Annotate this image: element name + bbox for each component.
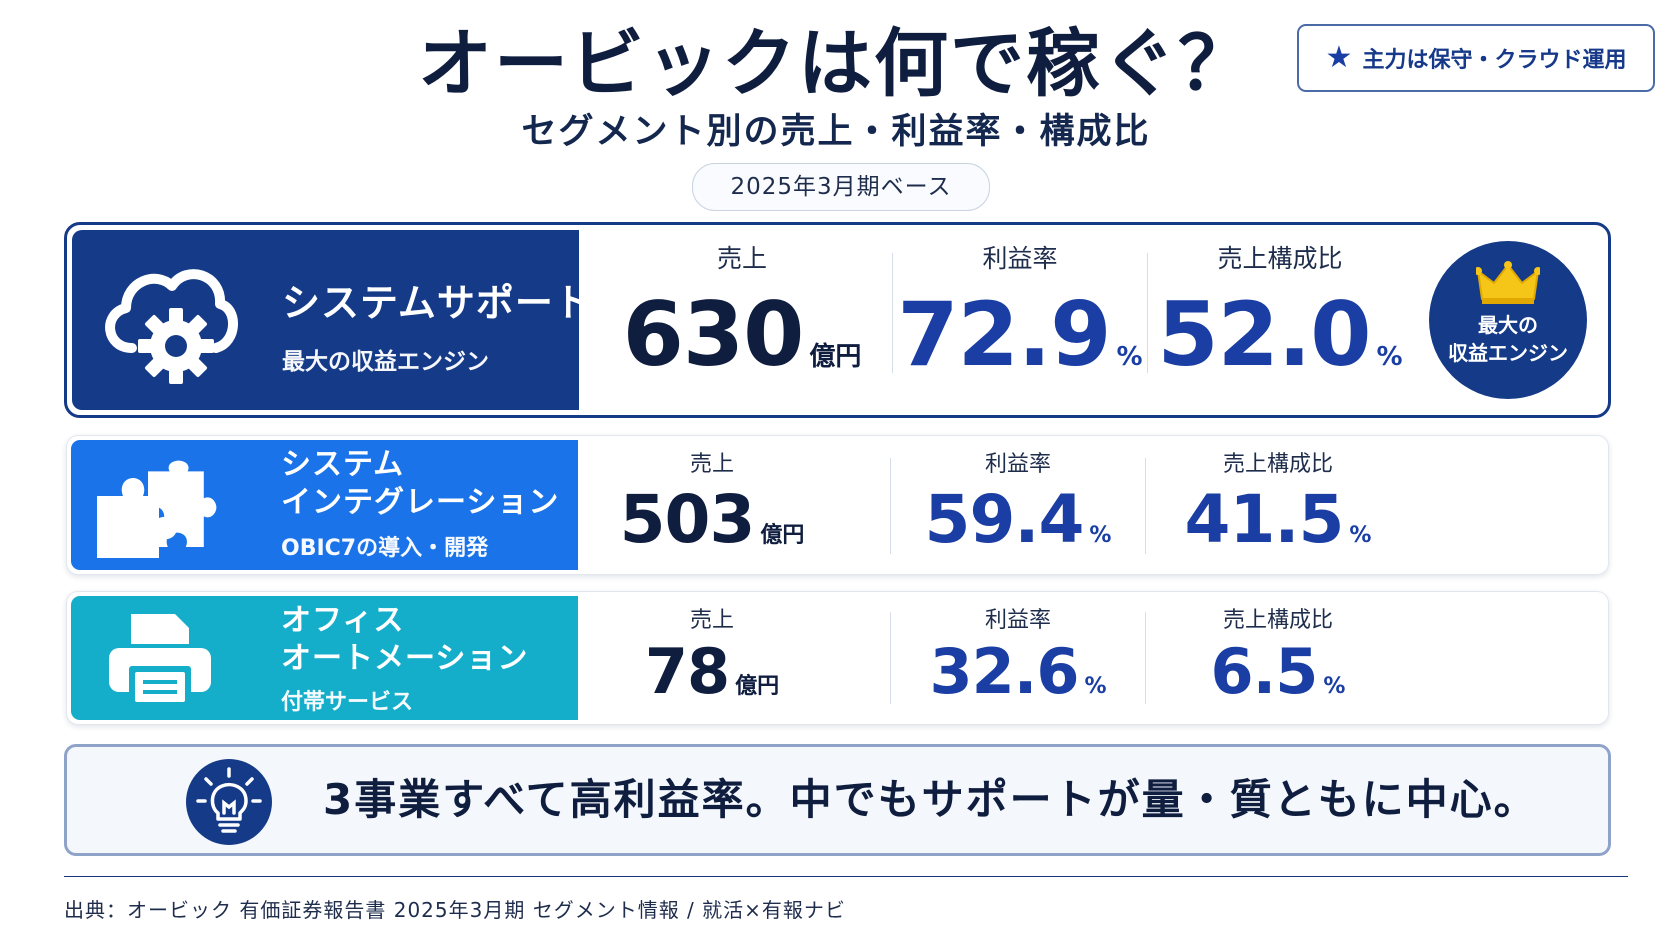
main-business-badge: ★ 主力は保守・クラウド運用 [1297, 24, 1655, 92]
summary-message: 3事業すべて高利益率。中でもサポートが量・質ともに中心。 [323, 775, 1538, 824]
share-value: 41.5% [1184, 481, 1372, 558]
divider [1147, 253, 1148, 373]
share-label: 売上構成比 [1222, 452, 1333, 477]
segment-name: オフィス オートメーション [281, 603, 529, 676]
page-title: オービックは何で稼ぐ？ [418, 21, 1254, 107]
sales-value: 503 億円 [619, 481, 805, 558]
share-value: 6.5% [1210, 635, 1346, 708]
summary-box: 3事業すべて高利益率。中でもサポートが量・質ともに中心。 [64, 744, 1611, 856]
segment-description: 最大の収益エンジン [282, 349, 489, 375]
crown-icon [1476, 261, 1540, 304]
divider [1145, 458, 1146, 554]
segment-header: システム インテグレーション OBIC7の導入・開発 [71, 440, 578, 570]
divider [892, 253, 893, 373]
segment-card-office-automation: オフィス オートメーション 付帯サービス 売上 78 億円 利益率 32.6% 売… [66, 591, 1609, 725]
margin-metric: 利益率 59.4% [891, 436, 1145, 574]
sales-label: 売上 [689, 452, 734, 477]
segment-card-system-support: システムサポート 最大の収益エンジン 売上 630 億円 利益率 72.9% 売上… [64, 222, 1611, 418]
segment-header: システムサポート 最大の収益エンジン [72, 230, 592, 410]
segment-description: 付帯サービス [281, 690, 414, 715]
margin-metric: 利益率 72.9% [893, 225, 1147, 415]
margin-value: 59.4% [924, 481, 1112, 558]
segment-name: システムサポート [282, 281, 593, 325]
sales-metric: 売上 630 億円 [597, 225, 887, 415]
divider [1145, 612, 1146, 704]
badge-line1: 最大の [1478, 313, 1538, 337]
source-note: 出典：オービック 有価証券報告書 2025年3月期 セグメント情報 / 就活×有… [64, 898, 846, 922]
margin-value: 32.6% [929, 635, 1107, 708]
segment-name: システム インテグレーション [281, 447, 560, 520]
margin-value: 72.9% [897, 283, 1143, 386]
divider [890, 458, 891, 554]
sales-metric: 売上 78 億円 [567, 592, 857, 724]
segment-header: オフィス オートメーション 付帯サービス [71, 596, 578, 720]
share-metric: 売上構成比 52.0% [1148, 225, 1412, 415]
sales-label: 売上 [716, 244, 767, 273]
sales-value: 630 億円 [622, 283, 862, 386]
cloud-gear-icon [105, 269, 238, 384]
sales-value: 78 億円 [644, 635, 780, 708]
main-business-label: 主力は保守・クラウド運用 [1362, 48, 1627, 73]
printer-icon [109, 614, 211, 706]
share-metric: 売上構成比 41.5% [1146, 436, 1410, 574]
footer-rule [64, 876, 1628, 877]
segment-card-system-integration: システム インテグレーション OBIC7の導入・開発 売上 503 億円 利益率 … [66, 435, 1609, 575]
period-pill: 2025年3月期ベース [692, 163, 990, 211]
segment-description: OBIC7の導入・開発 [281, 536, 489, 561]
star-icon: ★ [1325, 40, 1353, 75]
share-metric: 売上構成比 6.5% [1146, 592, 1410, 724]
sales-label: 売上 [689, 608, 734, 633]
margin-label: 利益率 [984, 452, 1051, 477]
share-label: 売上構成比 [1217, 244, 1343, 273]
share-label: 売上構成比 [1222, 608, 1333, 633]
margin-label: 利益率 [984, 608, 1051, 633]
badge-line2: 収益エンジン [1448, 341, 1568, 365]
sales-metric: 売上 503 億円 [567, 436, 857, 574]
lightbulb-icon [186, 759, 272, 845]
puzzle-icon [97, 460, 217, 558]
divider [890, 612, 891, 704]
page-subtitle: セグメント別の売上・利益率・構成比 [521, 112, 1151, 152]
margin-label: 利益率 [982, 244, 1058, 273]
share-value: 52.0% [1157, 283, 1403, 386]
margin-metric: 利益率 32.6% [891, 592, 1145, 724]
top-engine-badge: 最大の 収益エンジン [1429, 241, 1587, 399]
